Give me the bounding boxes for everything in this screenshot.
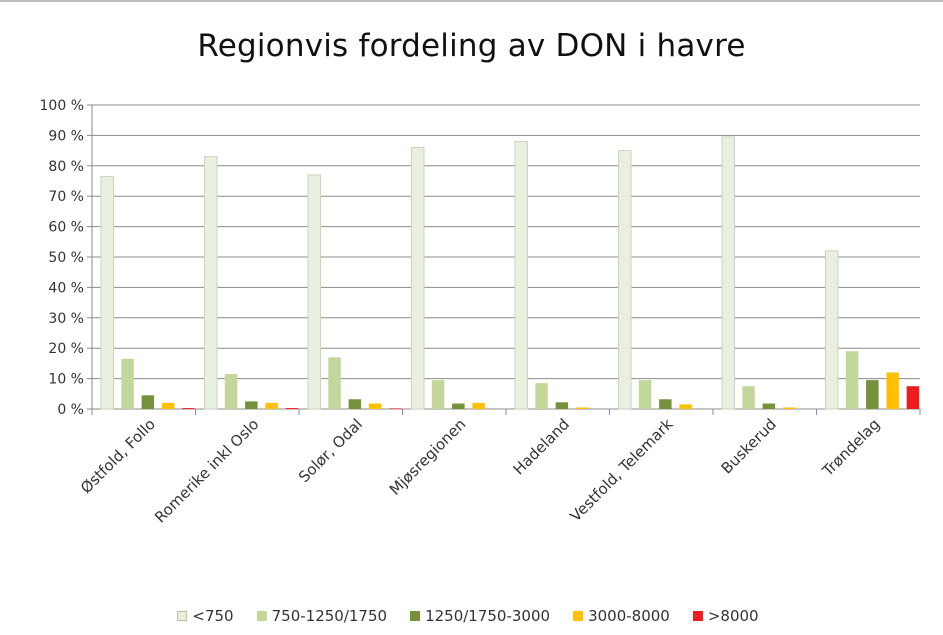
bar-1250-1750-3000-6	[659, 399, 672, 409]
bar-3000-8000-7	[782, 407, 796, 409]
x-tick-label: Buskerud	[718, 415, 780, 477]
legend-label: 3000-8000	[588, 607, 670, 625]
y-tick-label: 30 %	[48, 311, 84, 327]
bar-750-6	[618, 150, 632, 410]
bar-1250-1750-3000-5	[555, 402, 569, 409]
bar-750-1250-1750-1	[121, 358, 134, 409]
y-tick-label: 40 %	[48, 280, 84, 296]
chart-legend: <750 750-1250/1750 1250/1750-3000 3000-8000…	[0, 607, 943, 625]
legend-item: 3000-8000	[573, 607, 670, 625]
bar-750-5	[514, 140, 528, 410]
legend-swatch	[256, 611, 267, 621]
bar-750-4	[411, 147, 425, 410]
bar-1250-1750-3000-4	[452, 403, 465, 409]
legend-item: <750	[177, 607, 234, 625]
legend-item: 1250/1750-3000	[410, 607, 550, 625]
legend-label: 1250/1750-3000	[425, 607, 551, 625]
legend-item: >8000	[692, 607, 759, 625]
bar-750-3	[307, 174, 321, 410]
y-tick-label: 20 %	[48, 341, 84, 357]
legend-label: 750-1250/1750	[271, 607, 388, 625]
bar-750-7	[721, 136, 735, 410]
bar-750-1250-1750-8	[845, 351, 859, 409]
bar-750-2	[204, 156, 218, 410]
x-tick-label: Østfold, Follo	[77, 415, 159, 497]
bar-750-1250-1750-2	[224, 374, 238, 409]
bar-1250-1750-3000-3	[348, 399, 362, 409]
bar-3000-8000-1	[161, 402, 175, 409]
y-tick-label: 0 %	[57, 402, 84, 418]
y-tick-label: 50 %	[48, 250, 84, 266]
legend-label: <750	[192, 607, 234, 625]
bar-3000-8000-6	[679, 404, 692, 409]
bar-3000-8000-5	[575, 407, 589, 409]
bar-750-1250-1750-5	[535, 383, 548, 409]
y-tick-label: 10 %	[48, 372, 84, 388]
bar-8000-2	[285, 408, 299, 409]
legend-item: 750-1250/1750	[256, 607, 388, 625]
bar-750-1250-1750-3	[328, 357, 341, 409]
bar-8000-1	[182, 408, 195, 409]
x-tick-label: Trøndelag	[818, 415, 883, 480]
bar-750-1250-1750-4	[431, 380, 445, 409]
x-tick-label: Hadeland	[510, 415, 573, 478]
bar-750-8	[825, 250, 839, 410]
y-tick-label: 60 %	[48, 220, 84, 236]
legend-swatch	[410, 611, 421, 621]
x-tick-label: Vestfold, Telemark	[566, 415, 676, 525]
y-tick-label: 90 %	[48, 128, 84, 144]
legend-swatch	[177, 611, 188, 621]
bar-3000-8000-3	[368, 403, 382, 409]
bar-750-1250-1750-7	[742, 386, 755, 409]
chart-title: Regionvis fordeling av DON i havre	[197, 28, 746, 64]
bar-1250-1750-3000-8	[866, 380, 879, 409]
bar-3000-8000-2	[265, 402, 278, 409]
bar-3000-8000-8	[886, 372, 899, 409]
x-tick-label: Solør, Odal	[295, 415, 366, 486]
bar-1250-1750-3000-2	[245, 401, 258, 409]
legend-label: >8000	[707, 607, 759, 625]
y-tick-label: 100 %	[40, 98, 84, 114]
y-tick-label: 80 %	[48, 159, 84, 175]
bar-chart: 0 % 10 % 20 % 30 % 40 % 50 % 60 % 70 % 80 % 90 % 1…	[40, 98, 921, 526]
bar-1250-1750-3000-7	[762, 403, 776, 409]
bar-8000-3	[389, 408, 402, 409]
y-tick-label: 70 %	[48, 189, 84, 205]
bar-750-1250-1750-6	[638, 380, 652, 409]
x-tick-label: Romerike inkl Oslo	[151, 415, 262, 526]
legend-swatch	[692, 611, 703, 621]
bar-3000-8000-4	[472, 402, 485, 409]
bar-1250-1750-3000-1	[141, 395, 155, 409]
bar-8000-8	[906, 386, 920, 409]
legend-swatch	[573, 611, 584, 621]
bar-750-1	[100, 175, 114, 410]
x-tick-label: Mjøsregionen	[386, 415, 470, 499]
